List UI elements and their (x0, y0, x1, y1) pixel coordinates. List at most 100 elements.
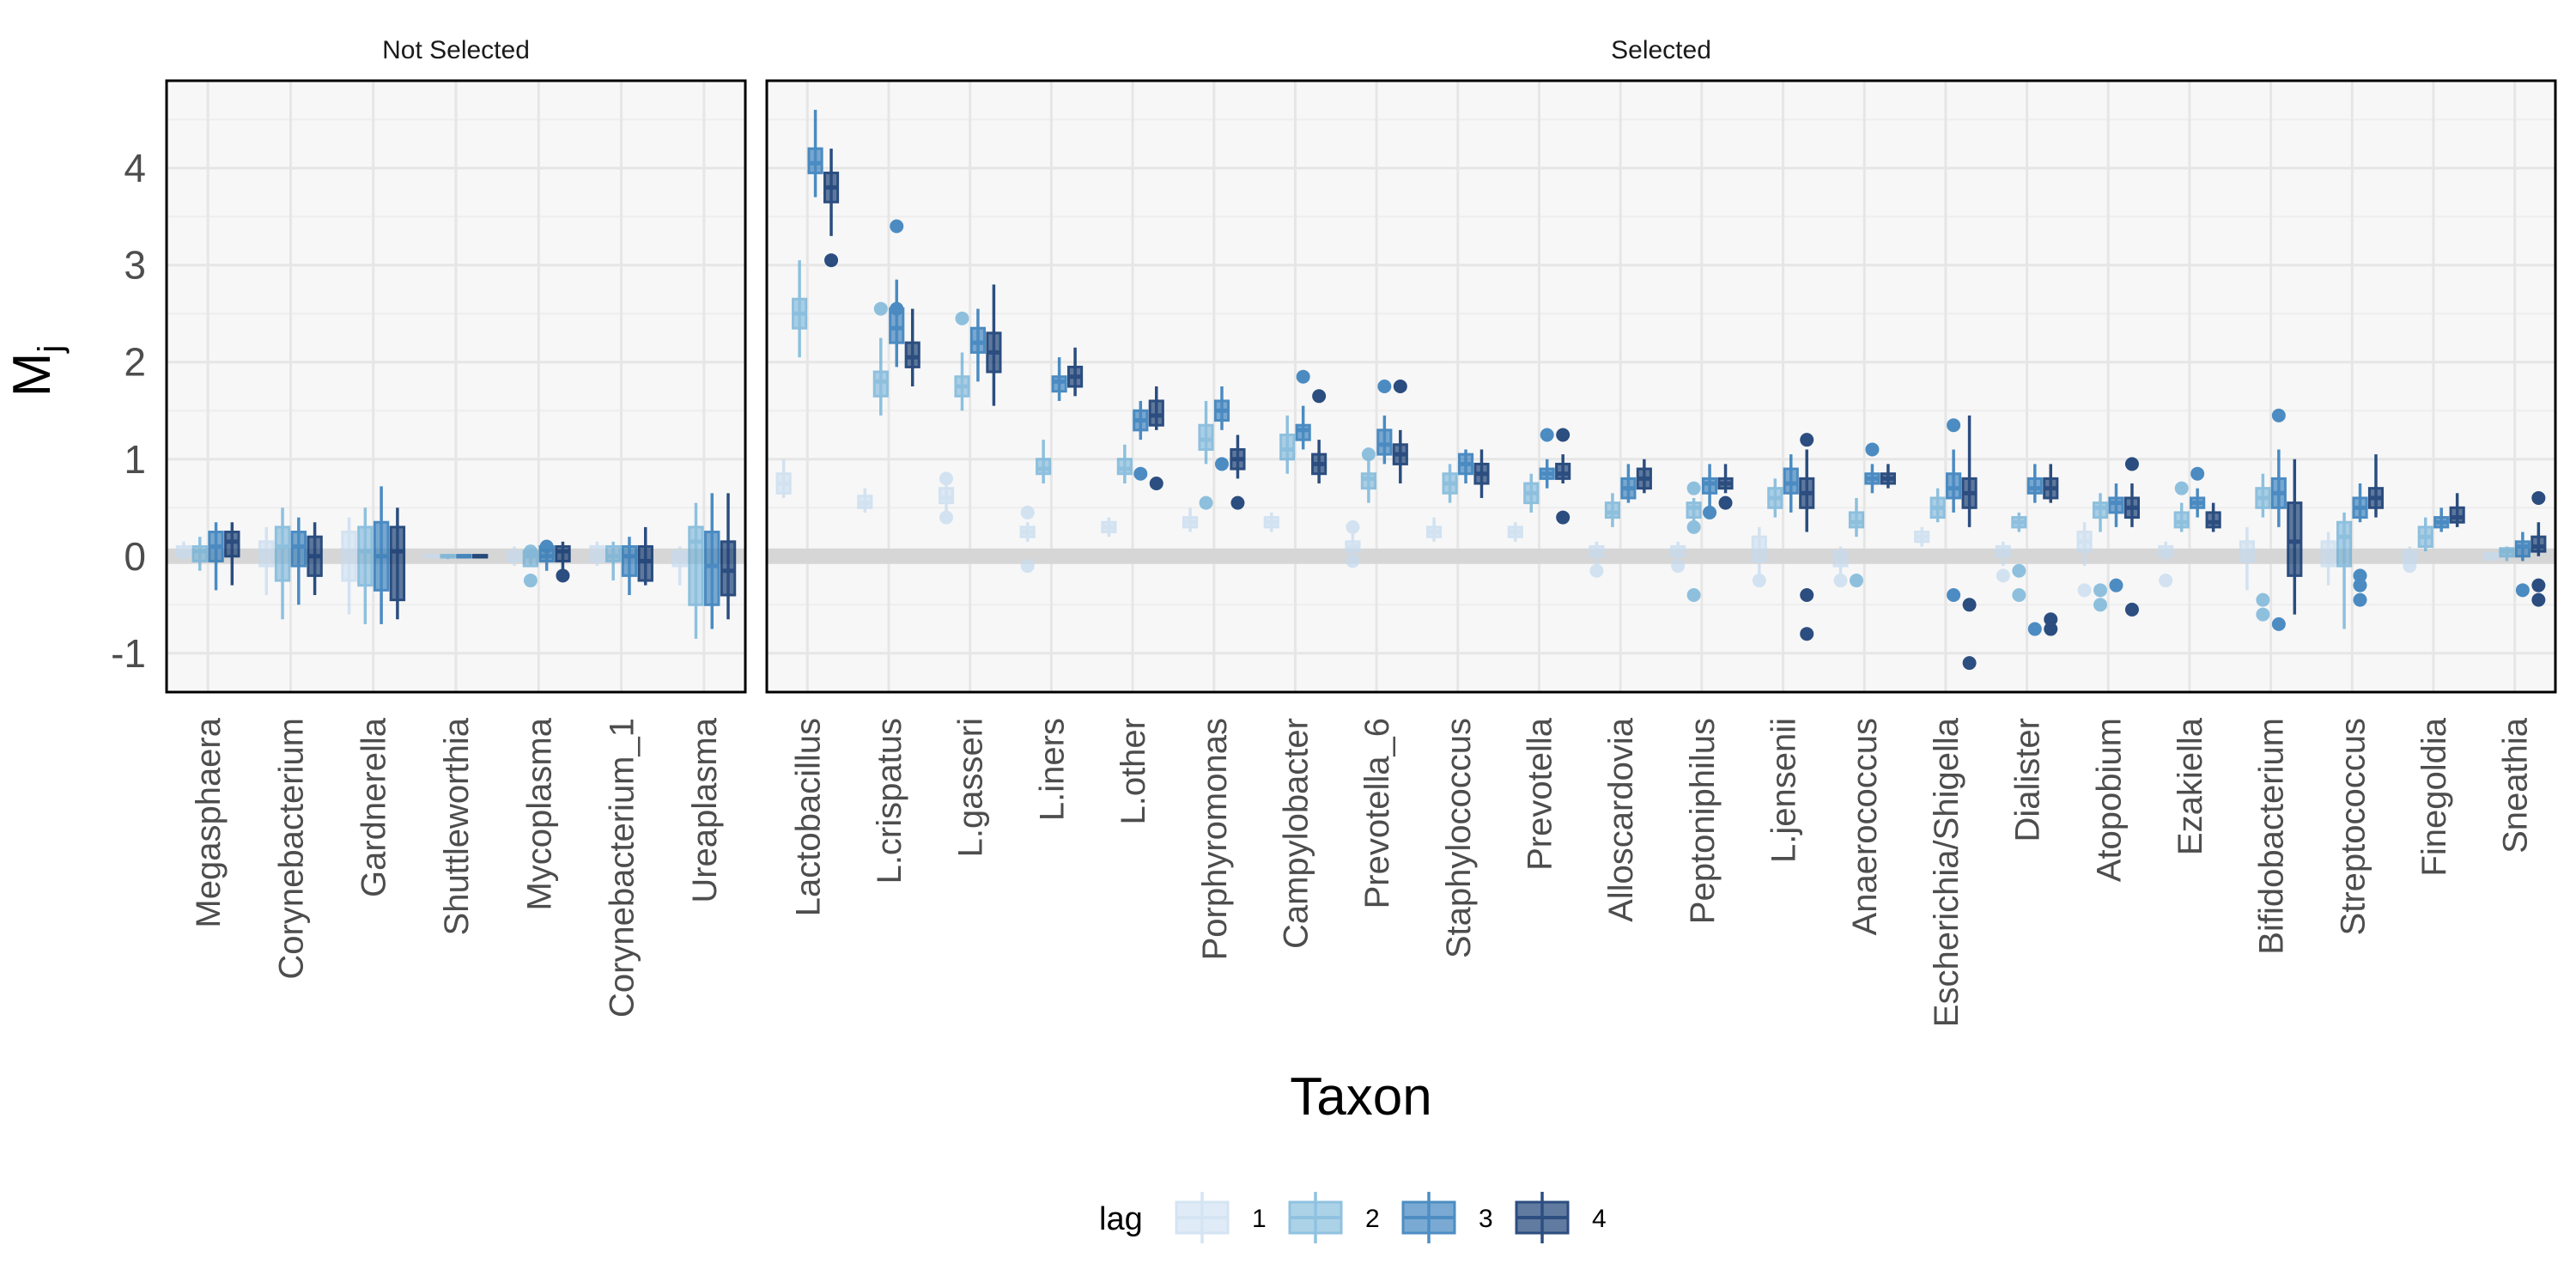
box-lag-2 (1442, 464, 1458, 503)
box-iqr (2287, 501, 2303, 577)
x-tick-label: Sneathia (2497, 717, 2535, 854)
box-lag-1 (2076, 522, 2093, 598)
box-lag-1 (1426, 517, 1443, 542)
outlier-point (824, 253, 839, 268)
box-lag-4 (986, 284, 1002, 406)
box-lag-2 (1523, 473, 1540, 513)
x-tick-label: Finegoldia (2415, 717, 2453, 876)
legend-key-lag-3 (1401, 1192, 1456, 1243)
panel-strip-label: Not Selected (382, 36, 530, 64)
box-lag-1 (1751, 526, 1767, 588)
box-lag-2 (1686, 481, 1702, 602)
outlier-point (1149, 477, 1163, 491)
box-lag-3 (208, 522, 224, 591)
box-lag-3 (1864, 442, 1880, 494)
box-iqr (1783, 467, 1799, 495)
box-lag-2 (1198, 400, 1214, 510)
box-lag-4 (224, 522, 240, 586)
outlier-point (1947, 587, 1961, 602)
legend-key-lag-4 (1515, 1192, 1570, 1243)
box-lag-2 (191, 537, 208, 571)
box-lag-4 (2205, 502, 2221, 532)
box-lag-1 (2158, 541, 2174, 588)
category-group (341, 486, 406, 624)
box-iqr (2530, 535, 2547, 553)
box-lag-3 (2514, 532, 2530, 598)
box-iqr (2320, 540, 2336, 568)
legend: lag 1 2 3 4 (1099, 1192, 1607, 1243)
box-lag-1 (1019, 505, 1036, 574)
category-group (938, 284, 1002, 525)
box-iqr (1279, 434, 1296, 461)
outlier-point (1686, 481, 1701, 495)
box-lag-1 (2402, 546, 2418, 574)
box-lag-2 (1360, 447, 1376, 503)
outlier-point (1556, 428, 1571, 442)
x-tick-label: L.crispatus (871, 718, 908, 884)
y-tick-label: -1 (111, 631, 146, 676)
x-tick-label: Lactobacillus (789, 718, 827, 916)
box-lag-1 (1832, 546, 1849, 588)
x-tick-label: Shuttleworthia (438, 717, 476, 935)
box-lag-1 (671, 546, 688, 586)
box-iqr (290, 531, 307, 568)
outlier-point (1752, 574, 1766, 588)
outlier-point (1377, 380, 1392, 393)
category-group (2076, 457, 2141, 617)
outlier-point (1346, 554, 1360, 568)
panel-background (767, 81, 2555, 692)
panels-layer: Megasphaera Corynebacterium Gardnerella Shu… (111, 36, 2557, 1027)
box-lag-3 (1133, 400, 1149, 481)
box-lag-1 (1182, 507, 1199, 532)
box-iqr (2108, 496, 2124, 514)
box-lag-4 (2449, 493, 2465, 527)
box-lag-3 (889, 219, 905, 368)
box-lag-4 (637, 526, 653, 586)
box-iqr (2205, 511, 2221, 529)
box-lag-1 (341, 517, 357, 615)
box-iqr (589, 544, 605, 562)
outlier-point (873, 301, 888, 316)
outlier-point (2271, 408, 2286, 422)
y-axis-title: Mj (3, 345, 70, 398)
box-lag-1 (1101, 517, 1117, 538)
box-lag-2 (357, 507, 374, 624)
outlier-point (1849, 574, 1863, 588)
box-iqr (969, 326, 987, 354)
box-iqr (555, 544, 571, 562)
outlier-point (523, 544, 538, 559)
outlier-point (1020, 559, 1035, 574)
box-lag-3 (456, 554, 472, 559)
outlier-point (2159, 574, 2173, 588)
box-lag-2 (2417, 517, 2433, 552)
box-iqr (621, 544, 638, 577)
box-iqr (1604, 501, 1620, 519)
legend-label: 1 (1252, 1205, 1267, 1233)
outlier-point (2531, 578, 2546, 592)
x-tick-label: L.iners (1033, 718, 1071, 821)
box-lag-2 (1036, 440, 1052, 484)
box-lag-2 (792, 260, 808, 358)
outlier-point (2044, 622, 2058, 636)
box-lag-1 (1263, 512, 1279, 532)
outlier-point (556, 568, 570, 583)
y-tick-label: 2 (124, 340, 146, 385)
box-iqr (191, 544, 208, 562)
panel-border (165, 79, 747, 694)
box-lag-3 (2433, 507, 2450, 532)
box-lag-1 (1589, 541, 1605, 578)
x-tick-label: Streptococcus (2334, 718, 2372, 935)
box-iqr (1946, 472, 1962, 500)
x-tick-label: Peptoniphilus (1684, 718, 1722, 924)
box-lag-4 (389, 507, 406, 620)
box-iqr (637, 544, 653, 582)
outlier-point (955, 311, 969, 325)
outlier-point (1996, 568, 2010, 583)
legend-label: 3 (1479, 1205, 1493, 1233)
box-iqr (671, 550, 688, 568)
box-lag-2 (1848, 497, 1865, 588)
legend-title: lag (1099, 1201, 1143, 1237)
outlier-point (1947, 418, 1961, 433)
box-lag-2 (1929, 488, 1946, 523)
